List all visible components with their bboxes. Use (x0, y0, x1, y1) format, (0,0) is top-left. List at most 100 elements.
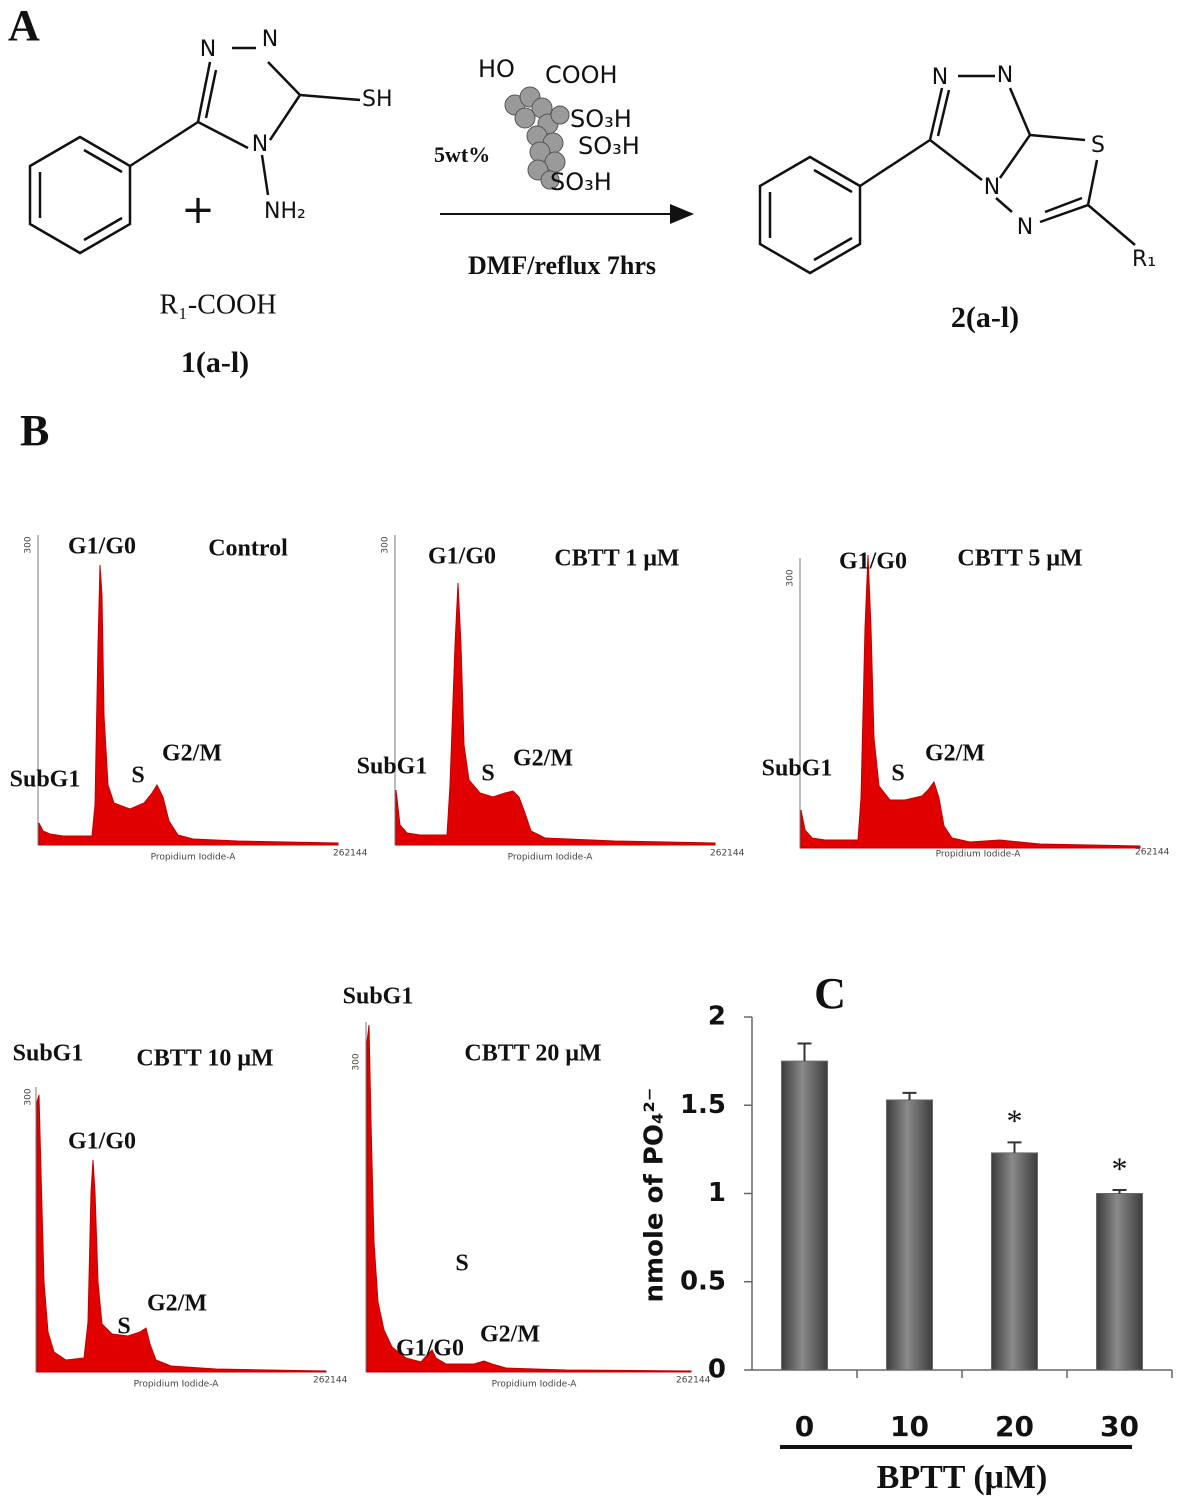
peak-label: G2/M (513, 746, 573, 772)
y-tick-label: 2 (708, 1002, 726, 1032)
atom: NH₂ (264, 199, 306, 224)
peak-label: SubG1 (357, 754, 428, 780)
bond (859, 138, 931, 188)
catalyst-group: SO₃H (550, 168, 612, 196)
x-tick-label: 10 (890, 1410, 929, 1443)
x-end-label: 262144 (710, 849, 745, 859)
catalyst-group: COOH (545, 61, 618, 89)
bar (886, 1099, 933, 1371)
catalyst-balls (504, 86, 570, 190)
plus-sign: + (181, 187, 215, 233)
peak-label: SubG1 (343, 984, 414, 1010)
atom: N (984, 175, 1000, 200)
atom: N (997, 63, 1013, 88)
peak-label: S (455, 1251, 468, 1277)
condition-title: CBTT 20 μM (464, 1041, 601, 1067)
atom: N (932, 65, 948, 90)
atom: SH (362, 87, 393, 112)
condition-title: Control (208, 536, 288, 562)
condition-title: CBTT 5 μM (957, 546, 1082, 572)
x-tick-label: 30 (1100, 1410, 1139, 1443)
triazole-ring (196, 46, 361, 196)
error-bar (797, 1042, 812, 1062)
panel-a: A N N N SH NH₂ + R₁-COOH 1(a-l) HO COOH … (8, 1, 1156, 379)
x-axis-label: Propidium Iodide-A (508, 853, 594, 863)
histogram: 300 Propidium Iodide-A 262144 (381, 535, 745, 863)
peak-label: G1/G0 (428, 544, 496, 570)
loading: 5wt% (434, 142, 490, 167)
axis (37, 535, 338, 846)
panel-label: A (8, 1, 40, 50)
x-tick-label: 0 (795, 1410, 814, 1443)
peak-label: G1/G0 (68, 534, 136, 560)
fused-rings (928, 74, 1136, 246)
peak-label: SubG1 (10, 767, 81, 793)
x-end-label: 262144 (1135, 848, 1170, 858)
compound-id: 2(a-l) (951, 301, 1019, 334)
bar (991, 1152, 1038, 1371)
histogram: 300 Propidium Iodide-A 262144 (352, 1022, 711, 1390)
x-axis-title: BPTT (μM) (877, 1459, 1048, 1496)
peak-label: S (131, 763, 144, 789)
histogram-fill (38, 564, 339, 846)
y-tick-label: 1 (708, 1178, 726, 1208)
histogram-fill (36, 1094, 327, 1373)
y-tick-label: 0.5 (680, 1266, 726, 1296)
y-tick-label: 300 (24, 1088, 34, 1105)
x-tick-label: 20 (995, 1410, 1034, 1443)
histogram: 300 Propidium Iodide-A 262144 (786, 554, 1170, 860)
y-tick-label: 0 (708, 1355, 726, 1385)
atom: N (200, 37, 216, 62)
histogram: 300 Propidium Iodide-A 262144 (24, 1087, 348, 1390)
peak-label: S (481, 761, 494, 787)
bar (1096, 1193, 1143, 1371)
panel-b: B 300 Propidium Iodide-A 262144 G1/G0 Co… (10, 406, 1170, 1389)
y-tick-label: 1.5 (680, 1090, 726, 1120)
conditions: DMF/reflux 7hrs (468, 251, 656, 280)
peak-label: S (117, 1314, 130, 1340)
panel-c: C nmole of PO₄²⁻ BPTT (μM) 00.511.520 10 2… (640, 969, 1173, 1496)
peak-label: SubG1 (13, 1041, 84, 1067)
error-bar (902, 1091, 917, 1100)
y-axis-title: nmole of PO₄²⁻ (640, 1088, 670, 1303)
catalyst-group: SO₃H (570, 105, 632, 133)
error-bar (1112, 1188, 1127, 1194)
x-axis-label: Propidium Iodide-A (936, 850, 1022, 860)
condition-title: CBTT 1 μM (554, 546, 679, 572)
bar (781, 1060, 828, 1371)
atom: R₁ (1132, 247, 1156, 272)
peak-label: G1/G0 (396, 1336, 464, 1362)
atom: S (1091, 133, 1105, 158)
y-tick-label: 300 (381, 536, 391, 553)
peak-label: G2/M (480, 1322, 540, 1348)
y-tick-label: 300 (24, 536, 34, 553)
x-end-label: 262144 (313, 1376, 348, 1386)
x-axis-label: Propidium Iodide-A (134, 1380, 220, 1390)
peak-label: G2/M (162, 741, 222, 767)
panel-label: B (20, 406, 49, 455)
atom: N (252, 132, 268, 157)
peak-label: G2/M (925, 741, 985, 767)
catalyst-group: SO₃H (578, 132, 640, 160)
x-axis-label: Propidium Iodide-A (151, 853, 237, 863)
histogram: 300 Propidium Iodide-A 262144 (24, 535, 368, 863)
peak-label: G1/G0 (68, 1129, 136, 1155)
peak-label: G2/M (147, 1291, 207, 1317)
histogram-fill (800, 554, 1141, 849)
compound-id: 1(a-l) (181, 346, 249, 379)
peak-label: G1/G0 (839, 549, 907, 575)
panel-label: C (814, 969, 846, 1018)
benzene-ring (28, 135, 132, 255)
peak-label: SubG1 (762, 756, 833, 782)
condition-title: CBTT 10 μM (136, 1046, 273, 1072)
y-tick-label: 300 (352, 1053, 362, 1070)
significance-mark: * (1007, 1103, 1023, 1139)
catalyst-group: HO (478, 55, 515, 83)
axis (799, 558, 1140, 849)
x-end-label: 262144 (676, 1376, 711, 1386)
atom: N (262, 27, 278, 52)
x-axis-label: Propidium Iodide-A (492, 1380, 578, 1390)
y-tick-label: 300 (786, 569, 796, 586)
peak-label: S (891, 761, 904, 787)
